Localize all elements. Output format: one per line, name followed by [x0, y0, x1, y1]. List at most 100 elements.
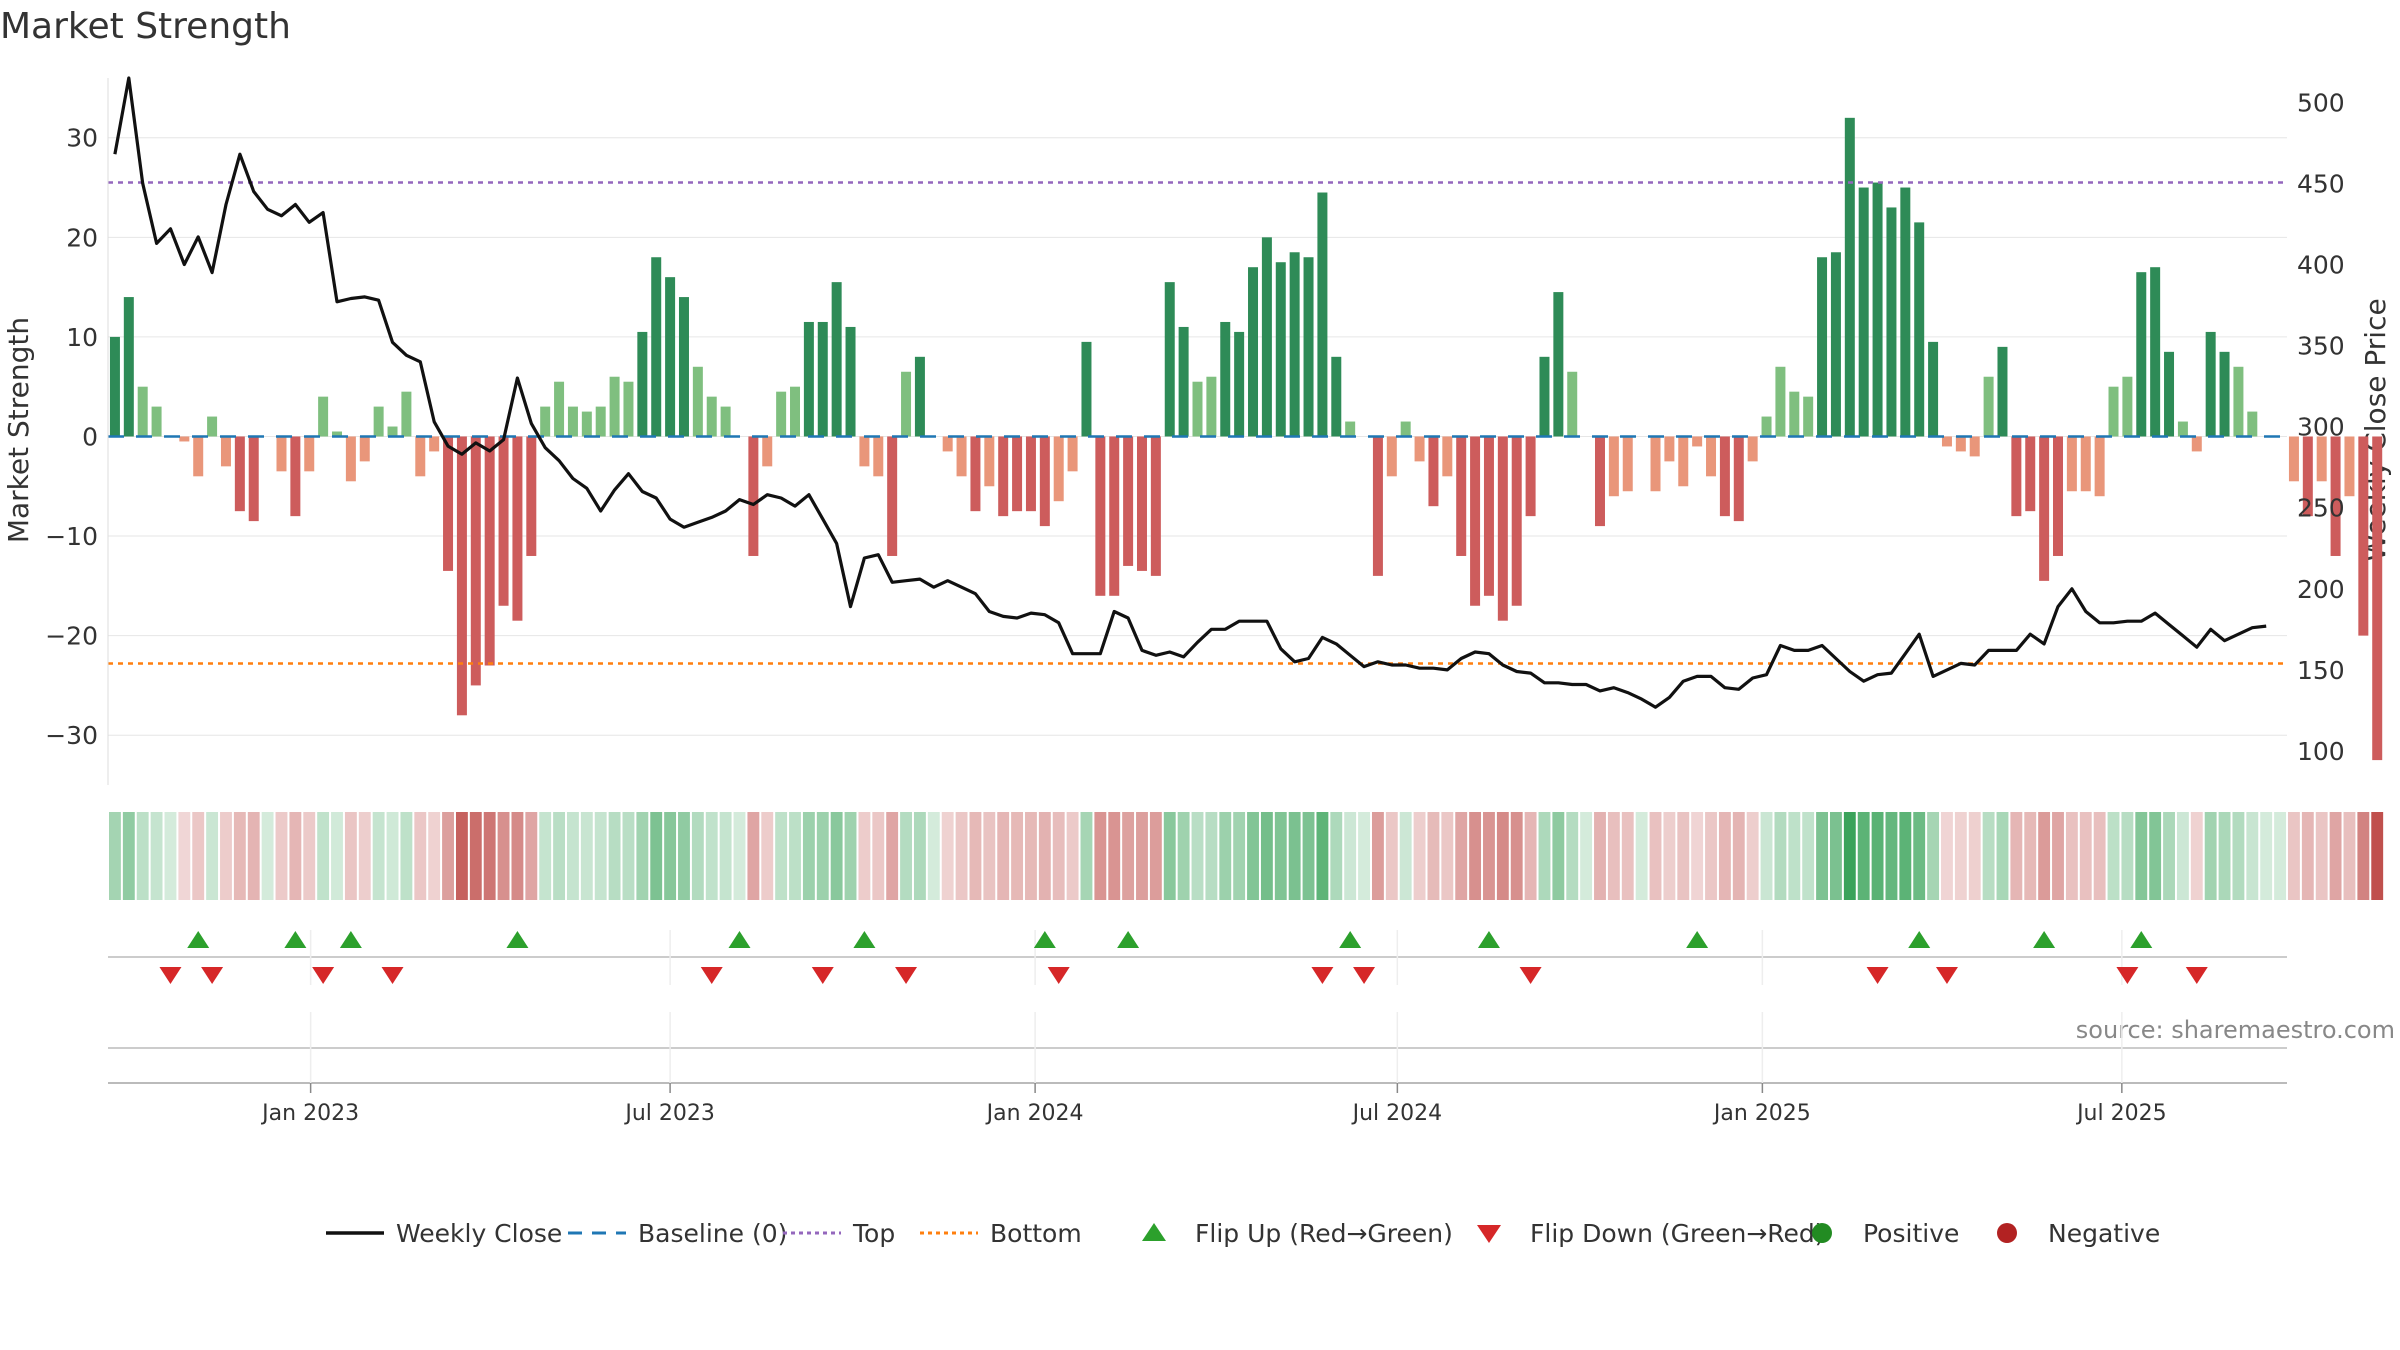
strip-cell — [2288, 812, 2300, 900]
flip-up-marker — [506, 931, 529, 948]
flip-down-marker — [1866, 967, 1889, 984]
strip-cell — [553, 812, 566, 900]
axes: −30 −20 −10 0 10 20 30 100 150 200 250 300 350 400 450… — [45, 78, 2345, 1126]
y-tick-label-left: −20 — [45, 622, 98, 651]
strength-bar — [248, 436, 259, 522]
strength-bar — [831, 282, 842, 437]
flip-up-marker — [2130, 931, 2153, 948]
strength-bar — [456, 436, 467, 716]
strip-cell — [275, 812, 288, 900]
flip-markers — [108, 930, 2287, 985]
y-tick-label-right: 450 — [2297, 169, 2345, 198]
strip-cell — [1371, 812, 1384, 900]
strip-cell — [2274, 812, 2286, 900]
strength-bar — [1678, 436, 1689, 487]
weekly-close-line — [113, 76, 2267, 709]
strength-bar — [2233, 366, 2244, 437]
strip-cell — [1788, 812, 1801, 900]
strip-cell — [1066, 812, 1079, 900]
flip-down-marker — [381, 967, 404, 984]
strip-cell — [1441, 812, 1454, 900]
strength-bar — [1650, 436, 1661, 492]
y-tick-label-right: 200 — [2297, 575, 2345, 604]
strength-bar — [1164, 282, 1175, 437]
strength-bar — [137, 386, 148, 437]
strip-cell — [1968, 812, 1981, 900]
strip-cell — [2301, 812, 2314, 900]
strip-cell — [927, 812, 940, 900]
strength-bar — [1928, 341, 1939, 437]
strength-bar — [1081, 341, 1092, 437]
strip-cell — [497, 812, 510, 900]
strip-cell — [525, 812, 538, 900]
strip-cell — [608, 812, 621, 900]
strip-cell — [1649, 812, 1662, 900]
strip-cell — [109, 812, 121, 900]
strength-bar — [567, 406, 578, 437]
strength-bar — [498, 436, 509, 606]
strength-bar — [1997, 346, 2008, 437]
strip-cell — [1274, 812, 1287, 900]
strength-bar — [1608, 436, 1619, 497]
strength-bar — [1525, 436, 1536, 517]
strip-cell — [1871, 812, 1884, 900]
strength-bar — [1317, 192, 1328, 437]
strength-bar — [1511, 436, 1522, 606]
strength-bar — [1969, 436, 1980, 457]
y-tick-label-right: 100 — [2297, 737, 2345, 766]
strength-bar — [776, 391, 787, 437]
strip-cell — [233, 812, 246, 900]
strip-cell — [1663, 812, 1676, 900]
strength-bar — [1622, 436, 1633, 492]
strip-cell — [1080, 812, 1093, 900]
strength-bar — [1747, 436, 1758, 462]
flip-down-marker — [700, 967, 723, 984]
x-tick-label: Jul 2023 — [623, 1101, 715, 1126]
strip-cell — [1718, 812, 1731, 900]
strength-bar — [1497, 436, 1508, 621]
strength-bar — [151, 406, 162, 437]
strip-cell — [678, 812, 690, 900]
y-tick-label-right: 500 — [2297, 88, 2345, 117]
strip-cell — [1177, 812, 1190, 900]
flip-up-marker — [2033, 931, 2056, 948]
strip-cell — [1011, 812, 1024, 900]
strip-cell — [2052, 812, 2064, 900]
strip-cell — [511, 812, 524, 900]
strength-bar — [2053, 436, 2063, 556]
strength-bar — [2316, 436, 2327, 482]
strip-cell — [414, 812, 427, 900]
flip-up-marker — [1033, 931, 1056, 948]
flip-up-marker — [1339, 931, 1362, 948]
strength-bar — [290, 436, 301, 517]
strength-bar — [595, 406, 606, 437]
y-tick-label-left: 0 — [82, 422, 98, 451]
strength-bar — [1664, 436, 1675, 462]
strength-bar — [1372, 436, 1383, 576]
strip-cell — [2038, 812, 2051, 900]
strength-bar — [706, 396, 717, 437]
strip-cell — [1260, 812, 1273, 900]
reference-lines — [108, 181, 2287, 665]
strip-cell — [983, 812, 996, 900]
strip-cell — [2329, 812, 2342, 900]
strip-cell — [1607, 812, 1620, 900]
strip-cell — [2204, 812, 2217, 900]
strength-bar — [1872, 182, 1883, 437]
strength-bar — [1234, 331, 1245, 437]
strength-bar — [2302, 436, 2313, 517]
flip-up-marker — [1117, 931, 1140, 948]
flip-down-marker — [1935, 967, 1958, 984]
y-tick-label-left: −10 — [45, 522, 98, 551]
strength-bar — [1192, 381, 1203, 437]
strip-cell — [303, 812, 316, 900]
flip-down-marker — [895, 967, 918, 984]
strength-bar — [2191, 436, 2202, 452]
flip-down-marker — [2185, 967, 2208, 984]
y-tick-label-right: 300 — [2297, 413, 2345, 442]
strip-cell — [1358, 812, 1370, 900]
strip-cell — [775, 812, 788, 900]
flip-down-marker — [312, 967, 335, 984]
strip-cell — [164, 812, 177, 900]
strength-bar — [318, 396, 329, 437]
